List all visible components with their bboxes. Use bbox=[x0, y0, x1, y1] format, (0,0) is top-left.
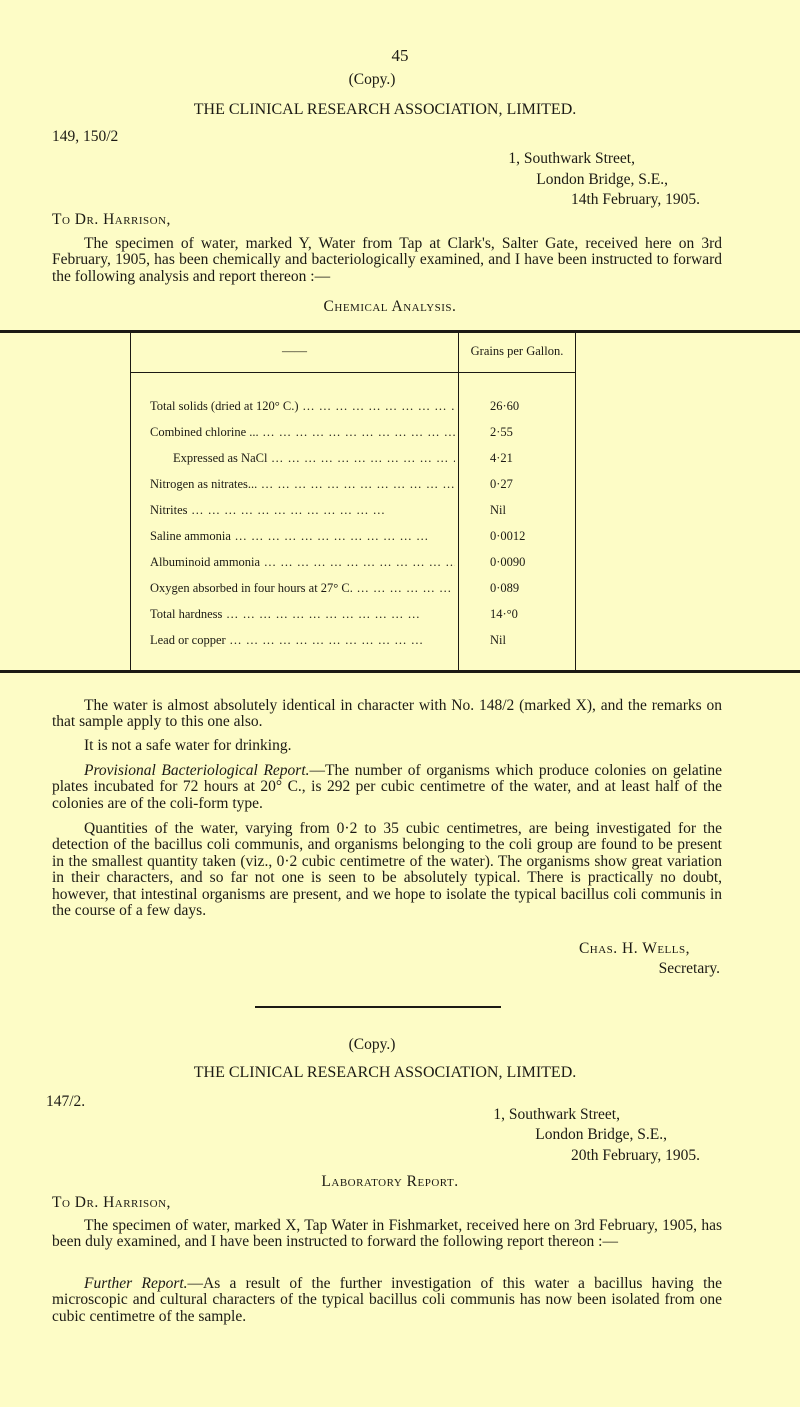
signature: Chas. H. Wells, bbox=[578, 940, 690, 957]
row-value: 4·21 bbox=[490, 451, 513, 465]
row-value: Nil bbox=[490, 633, 506, 647]
quantities-paragraph: Quantities of the water, varying from 0·… bbox=[52, 820, 722, 920]
further-report-heading: Further Report. bbox=[84, 1275, 188, 1292]
row-value: 0·089 bbox=[490, 581, 520, 595]
address-line: 1, Southwark Street, bbox=[493, 1106, 620, 1123]
safety-paragraph: It is not a safe water for drinking. bbox=[84, 737, 292, 754]
table-row: Lead or copper Nil bbox=[150, 633, 570, 648]
further-report-paragraph: Further Report.—As a result of the furth… bbox=[52, 1275, 722, 1325]
row-label: Nitrogen as nitrates... bbox=[150, 477, 455, 492]
bacteriological-text: —The number of organisms which produce c… bbox=[52, 762, 722, 812]
table-row: Nitrogen as nitrates... 0·27 bbox=[150, 477, 570, 492]
intro-paragraph: The specimen of water, marked Y, Water f… bbox=[52, 235, 722, 285]
row-label: Combined chlorine ... bbox=[150, 425, 455, 440]
row-label: Nitrites bbox=[150, 503, 455, 518]
table-title: Chemical Analysis. bbox=[323, 298, 457, 315]
reference-number: 147/2. bbox=[46, 1093, 86, 1110]
row-label: Oxygen absorbed in four hours at 27° C. bbox=[150, 581, 455, 596]
table-header-blank: —— bbox=[282, 344, 307, 358]
table-row: Total solids (dried at 120° C.) 26·60 bbox=[150, 399, 570, 414]
letter-date: 20th February, 1905. bbox=[570, 1147, 700, 1164]
row-label: Lead or copper bbox=[150, 633, 455, 648]
copy-label: (Copy.) bbox=[348, 1036, 396, 1053]
page-number: 45 bbox=[391, 46, 409, 65]
row-label: Expressed as NaCl bbox=[150, 451, 455, 466]
table-row: Nitrites Nil bbox=[150, 503, 570, 518]
comparison-paragraph: The water is almost absolutely identical… bbox=[52, 697, 722, 731]
row-value: 0·0090 bbox=[490, 555, 526, 569]
signature-title: Secretary. bbox=[658, 960, 720, 977]
reference-number: 149, 150/2 bbox=[52, 128, 119, 145]
table-left-border bbox=[130, 333, 131, 670]
row-value: 0·0012 bbox=[490, 529, 526, 543]
table-top-rule bbox=[0, 330, 800, 333]
row-value: 2·55 bbox=[490, 425, 513, 439]
row-value: 26·60 bbox=[490, 399, 520, 413]
bacteriological-heading: Provisional Bacteriological Report. bbox=[84, 762, 310, 779]
row-label: Saline ammonia bbox=[150, 529, 455, 544]
row-label: Albuminoid ammonia bbox=[150, 555, 455, 570]
address-line: London Bridge, S.E., bbox=[536, 171, 668, 188]
copy-label: (Copy.) bbox=[348, 71, 396, 88]
row-label: Total hardness bbox=[150, 607, 455, 622]
report-heading: Laboratory Report. bbox=[321, 1173, 459, 1190]
letter-date: 14th February, 1905. bbox=[570, 191, 700, 208]
table-column-divider bbox=[458, 333, 459, 670]
organization-title: THE CLINICAL RESEARCH ASSOCIATION, LIMIT… bbox=[193, 101, 577, 118]
table-row: Albuminoid ammonia 0·0090 bbox=[150, 555, 570, 570]
row-value: 0·27 bbox=[490, 477, 513, 491]
salutation: To Dr. Harrison, bbox=[52, 211, 171, 228]
bacteriological-paragraph: Provisional Bacteriological Report.—The … bbox=[52, 762, 722, 812]
table-right-border bbox=[575, 333, 576, 670]
row-label: Total solids (dried at 120° C.) bbox=[150, 399, 455, 414]
table-header-grains: Grains per Gallon. bbox=[470, 344, 564, 358]
table-bottom-rule bbox=[0, 670, 800, 673]
table-row: Oxygen absorbed in four hours at 27° C. 0… bbox=[150, 581, 570, 596]
separator-rule bbox=[255, 1006, 501, 1008]
table-row: Saline ammonia 0·0012 bbox=[150, 529, 570, 544]
table-header-rule bbox=[131, 372, 575, 373]
address-line: 1, Southwark Street, bbox=[508, 150, 635, 167]
intro-paragraph: The specimen of water, marked X, Tap Wat… bbox=[52, 1217, 722, 1251]
organization-title: THE CLINICAL RESEARCH ASSOCIATION, LIMIT… bbox=[193, 1064, 577, 1081]
salutation: To Dr. Harrison, bbox=[52, 1194, 171, 1211]
further-report-text: —As a result of the further investigatio… bbox=[52, 1275, 722, 1325]
row-value: Nil bbox=[490, 503, 506, 517]
address-line: London Bridge, S.E., bbox=[535, 1126, 667, 1143]
table-row: Expressed as NaCl 4·21 bbox=[150, 451, 570, 466]
row-value: 14·°0 bbox=[490, 607, 518, 621]
table-row: Combined chlorine ... 2·55 bbox=[150, 425, 570, 440]
table-row: Total hardness 14·°0 bbox=[150, 607, 570, 622]
